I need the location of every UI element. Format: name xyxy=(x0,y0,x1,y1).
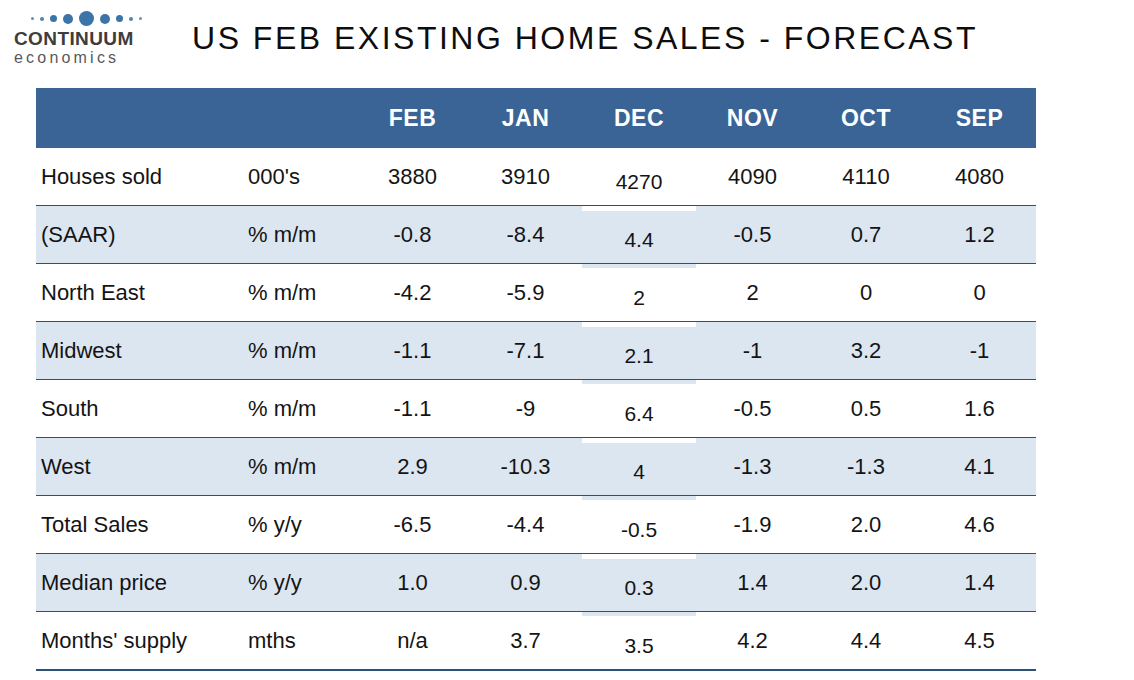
cell-value: 6.4 xyxy=(582,385,696,443)
cell-value: 1.4 xyxy=(696,554,809,612)
cell-value: -5.9 xyxy=(469,264,582,322)
table-row: Months' supply mths n/a 3.7 3.5 4.2 4.4 … xyxy=(36,612,1036,671)
row-unit: % y/y xyxy=(240,496,356,554)
cell-value: -0.5 xyxy=(696,380,809,438)
table-header-row: FEB JAN DEC NOV OCT SEP xyxy=(36,88,1036,148)
cell-value: 0.3 xyxy=(582,559,696,617)
column-header-jan: JAN xyxy=(469,88,582,148)
cell-value: 1.2 xyxy=(923,206,1036,264)
cell-value: -1 xyxy=(696,322,809,380)
header-cell-unit-spacer xyxy=(240,88,356,148)
cell-value: -0.5 xyxy=(582,501,696,559)
logo-sub-text: economics xyxy=(14,48,144,67)
cell-value: 4.6 xyxy=(923,496,1036,554)
column-header-nov: NOV xyxy=(696,88,809,148)
row-label: West xyxy=(36,438,240,496)
row-label: Median price xyxy=(36,554,240,612)
row-unit: % m/m xyxy=(240,438,356,496)
row-label: Midwest xyxy=(36,322,240,380)
cell-value: 2 xyxy=(582,269,696,327)
cell-value: 3.5 xyxy=(582,617,696,676)
table-row: Total Sales % y/y -6.5 -4.4 -0.5 -1.9 2.… xyxy=(36,496,1036,554)
column-header-dec: DEC xyxy=(582,88,696,148)
column-header-sep: SEP xyxy=(923,88,1036,148)
row-label: North East xyxy=(36,264,240,322)
cell-value: 4.5 xyxy=(923,612,1036,671)
cell-value: 4.4 xyxy=(809,612,923,671)
row-unit: % m/m xyxy=(240,380,356,438)
cell-value: 4090 xyxy=(696,148,809,206)
column-header-feb: FEB xyxy=(356,88,469,148)
cell-value: 0.9 xyxy=(469,554,582,612)
cell-value: 2.9 xyxy=(356,438,469,496)
table-row: (SAAR) % m/m -0.8 -8.4 4.4 -0.5 0.7 1.2 xyxy=(36,206,1036,264)
cell-value: 4270 xyxy=(582,153,696,211)
cell-value: 3.2 xyxy=(809,322,923,380)
logo-brand-text: CONTINUUM xyxy=(14,29,144,48)
cell-value: 4 xyxy=(582,443,696,501)
continuum-logo: CONTINUUM economics xyxy=(14,10,144,67)
cell-value: -10.3 xyxy=(469,438,582,496)
cell-value: 3880 xyxy=(356,148,469,206)
cell-value: 0.5 xyxy=(809,380,923,438)
row-label: South xyxy=(36,380,240,438)
cell-value: -4.4 xyxy=(469,496,582,554)
cell-value: 4080 xyxy=(923,148,1036,206)
row-unit: % m/m xyxy=(240,206,356,264)
cell-value: 4110 xyxy=(809,148,923,206)
cell-value: -4.2 xyxy=(356,264,469,322)
table-row: West % m/m 2.9 -10.3 4 -1.3 -1.3 4.1 xyxy=(36,438,1036,496)
cell-value: 1.6 xyxy=(923,380,1036,438)
cell-value: -0.5 xyxy=(696,206,809,264)
table-row: Midwest % m/m -1.1 -7.1 2.1 -1 3.2 -1 xyxy=(36,322,1036,380)
cell-value: 4.4 xyxy=(582,211,696,269)
cell-value: -9 xyxy=(469,380,582,438)
row-unit: % m/m xyxy=(240,322,356,380)
row-unit: mths xyxy=(240,612,356,671)
cell-value: 4.2 xyxy=(696,612,809,671)
row-label: (SAAR) xyxy=(36,206,240,264)
forecast-table-wrap: FEB JAN DEC NOV OCT SEP Houses sold 000'… xyxy=(36,88,1036,671)
cell-value: 2.0 xyxy=(809,554,923,612)
cell-value: 0 xyxy=(809,264,923,322)
cell-value: 3.7 xyxy=(469,612,582,671)
cell-value: -7.1 xyxy=(469,322,582,380)
row-label: Months' supply xyxy=(36,612,240,671)
cell-value: -1.3 xyxy=(809,438,923,496)
cell-value: 2 xyxy=(696,264,809,322)
cell-value: -1.9 xyxy=(696,496,809,554)
forecast-table: FEB JAN DEC NOV OCT SEP Houses sold 000'… xyxy=(36,88,1036,671)
cell-value: -0.8 xyxy=(356,206,469,264)
table-row: Median price % y/y 1.0 0.9 0.3 1.4 2.0 1… xyxy=(36,554,1036,612)
cell-value: 3910 xyxy=(469,148,582,206)
column-header-oct: OCT xyxy=(809,88,923,148)
cell-value: 2.1 xyxy=(582,327,696,385)
cell-value: 0 xyxy=(923,264,1036,322)
row-unit: 000's xyxy=(240,148,356,206)
row-label: Total Sales xyxy=(36,496,240,554)
header-cell-label-spacer xyxy=(36,88,240,148)
cell-value: -1.3 xyxy=(696,438,809,496)
row-unit: % y/y xyxy=(240,554,356,612)
logo-dots-icon xyxy=(14,10,144,27)
cell-value: -6.5 xyxy=(356,496,469,554)
cell-value: 1.4 xyxy=(923,554,1036,612)
table-row: South % m/m -1.1 -9 6.4 -0.5 0.5 1.6 xyxy=(36,380,1036,438)
cell-value: 1.0 xyxy=(356,554,469,612)
row-unit: % m/m xyxy=(240,264,356,322)
cell-value: -1.1 xyxy=(356,322,469,380)
cell-value: -1 xyxy=(923,322,1036,380)
cell-value: 4.1 xyxy=(923,438,1036,496)
cell-value: n/a xyxy=(356,612,469,671)
row-label: Houses sold xyxy=(36,148,240,206)
page-title: US FEB EXISTING HOME SALES - FORECAST xyxy=(160,20,1010,57)
table-row: Houses sold 000's 3880 3910 4270 4090 41… xyxy=(36,148,1036,206)
cell-value: -1.1 xyxy=(356,380,469,438)
cell-value: -8.4 xyxy=(469,206,582,264)
cell-value: 0.7 xyxy=(809,206,923,264)
cell-value: 2.0 xyxy=(809,496,923,554)
table-row: North East % m/m -4.2 -5.9 2 2 0 0 xyxy=(36,264,1036,322)
